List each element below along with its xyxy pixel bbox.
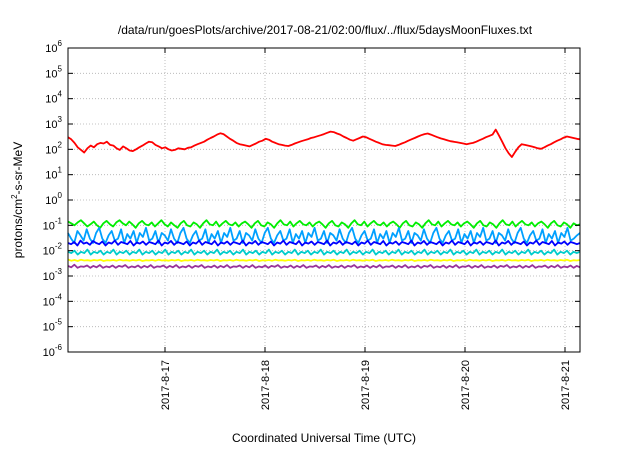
y-tick-base: 10 [45,68,57,80]
y-tick-label: 103 [45,115,62,131]
y-axis-label: protons/cm2-s-sr-MeV [10,142,25,258]
y-tick-label: 10-4 [43,292,63,308]
y-tick-label: 10-6 [43,343,63,359]
series-line-5 [67,248,581,256]
y-tick-exp: 1 [58,166,63,175]
y-tick-exp: -6 [55,343,63,352]
y-tick-label: 106 [45,39,62,55]
y-tick-exp: 0 [58,191,63,200]
y-tick-exp: -1 [55,216,63,225]
y-tick-label: 100 [45,191,62,207]
y-tick-base: 10 [45,195,57,207]
series-line-1 [67,128,581,158]
series-layer [67,128,581,269]
y-axis-label-suffix: -s-sr-MeV [11,142,25,195]
y-tick-exp: -3 [55,267,63,276]
y-tick-base: 10 [45,43,57,55]
y-tick-exp: 3 [58,115,63,124]
chart-title: /data/run/goesPlots/archive/2017-08-21/0… [118,23,533,37]
y-tick-base: 10 [43,347,55,359]
series-line-2 [67,219,581,229]
series-line-4 [67,239,581,247]
y-tick-base: 10 [43,271,55,283]
y-tick-label: 101 [45,166,62,182]
x-tick-label: 2017-8-20 [460,360,472,410]
y-tick-base: 10 [45,94,57,106]
y-tick-exp: 5 [58,64,63,73]
y-tick-base: 10 [45,144,57,156]
y-tick-exp: -5 [55,318,63,327]
x-axis-label: Coordinated Universal Time (UTC) [232,431,416,445]
y-tick-base: 10 [43,246,55,258]
x-tick-label: 2017-8-21 [560,360,572,410]
y-tick-label: 10-3 [43,267,63,283]
y-tick-label: 104 [45,90,62,106]
grid-lines [68,48,580,352]
x-axis-ticks: 2017-8-17 2017-8-18 2017-8-19 2017-8-20 2017… [160,48,572,410]
y-tick-exp: -4 [55,292,63,301]
y-tick-base: 10 [43,322,55,334]
y-tick-exp: -2 [55,242,63,251]
y-tick-label: 10-2 [43,242,63,258]
y-axis-ticks: 10-610-510-410-310-210-11001011021031041… [43,39,580,359]
y-tick-exp: 6 [58,39,63,48]
series-line-6 [67,258,581,262]
x-tick-label: 2017-8-19 [360,360,372,410]
y-tick-base: 10 [45,119,57,131]
y-tick-label: 105 [45,64,62,80]
x-tick-label: 2017-8-18 [260,360,272,410]
y-tick-label: 10-1 [43,216,63,232]
y-tick-label: 10-5 [43,318,63,334]
y-tick-base: 10 [43,296,55,308]
y-axis-label-sup: 2 [10,194,19,199]
y-tick-base: 10 [45,170,57,182]
y-tick-base: 10 [43,220,55,232]
x-tick-label: 2017-8-17 [160,360,172,410]
y-axis-label-prefix: protons/cm [11,199,25,258]
series-line-3 [67,226,581,244]
y-tick-label: 102 [45,140,62,156]
y-tick-exp: 4 [58,90,63,99]
y-tick-exp: 2 [58,140,63,149]
series-line-7 [67,263,581,269]
